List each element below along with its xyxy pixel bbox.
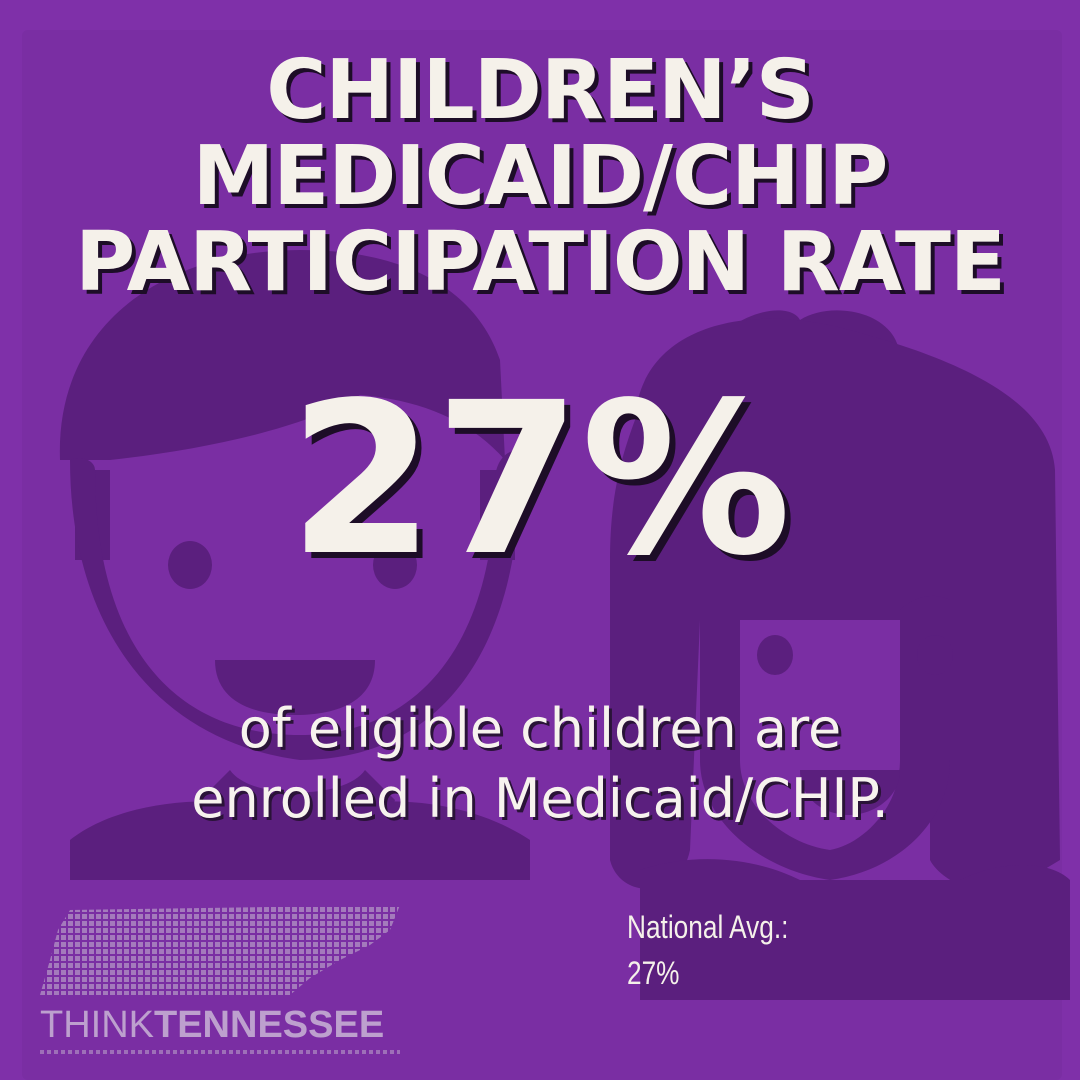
- logo-think: THINK: [40, 1004, 154, 1046]
- national-average-label: National Avg.:: [627, 909, 789, 945]
- description-line-2: enrolled in Medicaid/CHIP.: [191, 767, 889, 830]
- national-average-value: 27%: [627, 955, 680, 991]
- logo-wordmark: THINKTENNESSEE: [40, 1003, 384, 1047]
- logo-tennessee: TENNESSEE: [154, 1004, 385, 1046]
- title-line-2: MEDICAID/CHIP: [192, 129, 889, 224]
- title-line-1: CHILDREN’S: [266, 43, 815, 138]
- participation-rate-value: 27%: [288, 357, 792, 602]
- national-average: National Avg.: 27%: [627, 904, 788, 996]
- title-line-3: PARTICIPATION RATE: [75, 215, 1006, 310]
- girl-illustration: [610, 310, 1070, 1000]
- think-tennessee-logo: THINKTENNESSEE: [40, 900, 410, 1060]
- logo-tagline: [40, 1050, 400, 1054]
- stat-description: of eligible children are enrolled in Med…: [0, 694, 1080, 834]
- page-title: CHILDREN’S MEDICAID/CHIP PARTICIPATION R…: [0, 48, 1080, 306]
- tennessee-map-logo: [40, 905, 400, 995]
- description-line-1: of eligible children are: [238, 697, 842, 760]
- boy-illustration: [59, 250, 530, 880]
